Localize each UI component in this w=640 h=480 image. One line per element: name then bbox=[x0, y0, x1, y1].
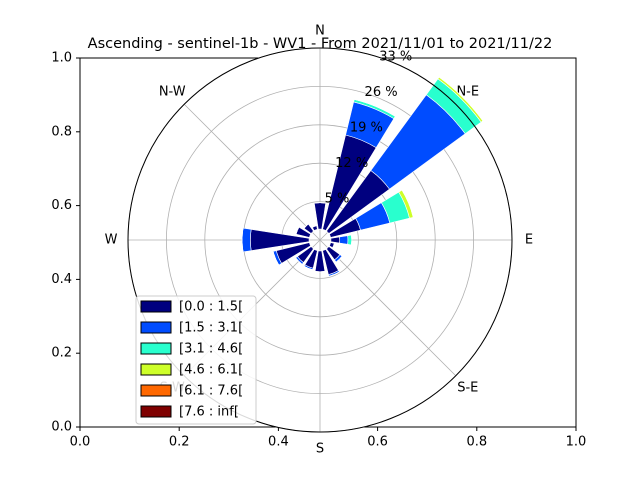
legend-swatch bbox=[140, 405, 172, 418]
legend-label: [6.1 : 7.6[ bbox=[179, 384, 243, 399]
direction-label: N-W bbox=[159, 85, 186, 100]
x-tick-label: 0.6 bbox=[367, 435, 388, 450]
y-tick-label: 1.0 bbox=[51, 51, 72, 66]
angular-grid bbox=[319, 239, 457, 377]
bar-segment bbox=[303, 223, 309, 229]
bar-segment bbox=[330, 236, 341, 244]
x-tick-label: 0.4 bbox=[268, 435, 289, 450]
y-tick-label: 0.6 bbox=[51, 198, 72, 213]
y-tick-label: 0.4 bbox=[51, 272, 72, 287]
legend-label: [1.5 : 3.1[ bbox=[179, 321, 243, 336]
y-tick-label: 0.2 bbox=[51, 346, 72, 361]
radial-tick-label: 26 % bbox=[365, 85, 398, 100]
polar-frame bbox=[127, 47, 513, 433]
legend-swatch bbox=[140, 321, 172, 334]
radial-tick-label: 33 % bbox=[379, 50, 412, 65]
angular-grid bbox=[183, 103, 321, 241]
legend-swatch bbox=[140, 300, 172, 313]
legend-label: [4.6 : 6.1[ bbox=[179, 363, 243, 378]
legend-label: [7.6 : inf[ bbox=[179, 405, 239, 420]
direction-label: N bbox=[315, 24, 325, 39]
direction-label: E bbox=[525, 233, 533, 248]
legend-label: [3.1 : 4.6[ bbox=[179, 342, 243, 357]
direction-label: N-E bbox=[456, 85, 479, 100]
legend-swatch bbox=[140, 363, 172, 376]
direction-label: S bbox=[316, 442, 324, 457]
radial-tick-label: 5 % bbox=[325, 191, 350, 206]
direction-label: S-E bbox=[457, 380, 478, 395]
legend-swatch bbox=[140, 342, 172, 355]
bar-segment bbox=[241, 227, 252, 253]
bar-segment bbox=[241, 228, 244, 252]
legend-label: [0.0 : 1.5[ bbox=[179, 300, 243, 315]
chart-title: Ascending - sentinel-1b - WV1 - From 202… bbox=[88, 36, 553, 52]
bar-segment bbox=[339, 235, 349, 245]
radial-tick-label: 12 % bbox=[335, 156, 368, 171]
x-tick-label: 0.8 bbox=[466, 435, 487, 450]
x-tick-label: 0.2 bbox=[169, 435, 190, 450]
legend-swatch bbox=[140, 384, 172, 397]
radial-tick-label: 19 % bbox=[350, 121, 383, 136]
x-tick-label: 0.0 bbox=[70, 435, 91, 450]
y-tick-label: 0.0 bbox=[51, 420, 72, 435]
bar-segment bbox=[354, 99, 396, 117]
direction-label: W bbox=[105, 233, 118, 248]
bar-segment bbox=[347, 234, 353, 246]
y-tick-label: 0.8 bbox=[51, 124, 72, 139]
bar-segment bbox=[312, 225, 317, 228]
x-tick-label: 1.0 bbox=[566, 435, 587, 450]
bar-segment bbox=[328, 271, 340, 277]
